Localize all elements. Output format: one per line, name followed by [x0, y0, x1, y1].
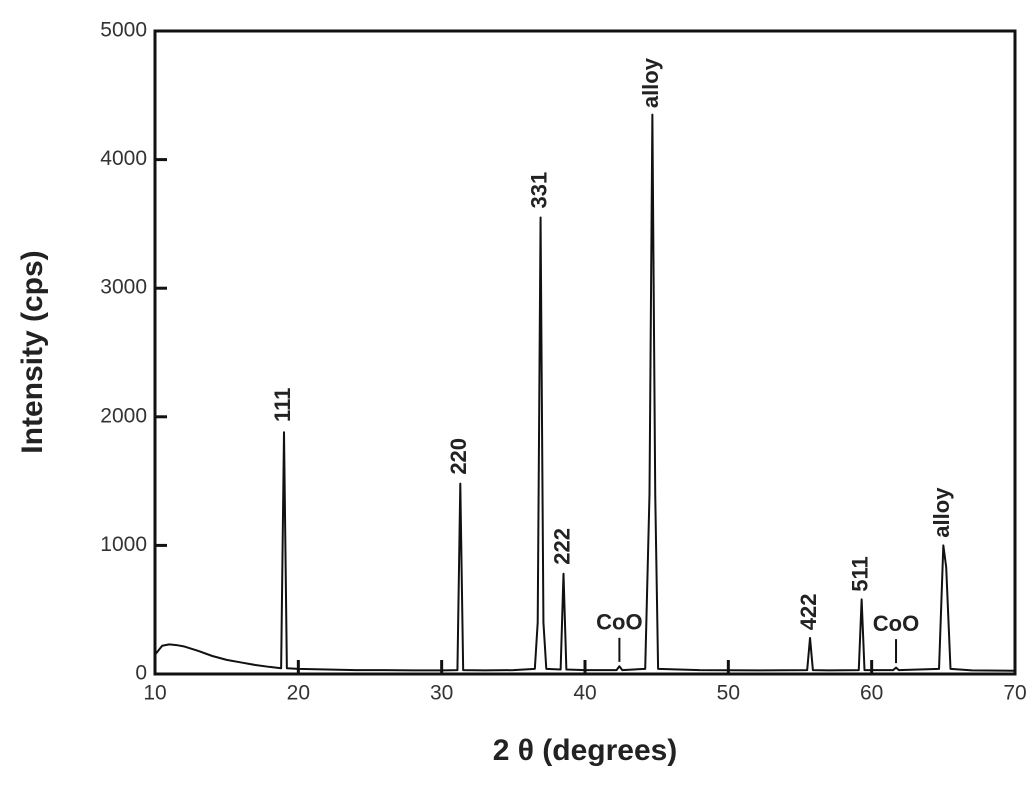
y-tick-label: 4000: [100, 147, 147, 170]
peak-label: 220: [446, 438, 471, 475]
x-tick-label: 30: [430, 682, 453, 705]
peak-label: CoO: [873, 611, 919, 636]
peak-label: alloy: [929, 487, 954, 538]
y-tick-label: 1000: [100, 533, 147, 556]
x-tick-label: 70: [1003, 682, 1026, 705]
y-tick-label: 5000: [100, 19, 147, 42]
peak-label: 222: [549, 528, 574, 565]
x-axis-title: 2 θ (degrees): [493, 734, 678, 767]
peak-label: 422: [796, 594, 821, 631]
x-tick-label: 50: [717, 682, 740, 705]
peak-label: CoO: [596, 610, 642, 635]
x-tick-label: 60: [860, 682, 883, 705]
x-tick-label: 20: [287, 682, 310, 705]
peak-label: 111: [270, 388, 295, 422]
x-tick-label: 10: [143, 682, 166, 705]
peak-label: alloy: [638, 57, 663, 108]
y-tick-label: 3000: [100, 276, 147, 299]
y-tick-label: 0: [135, 662, 147, 685]
y-tick-label: 2000: [100, 404, 147, 427]
x-tick-label: 40: [573, 682, 596, 705]
y-axis-title: Intensity (cps): [16, 250, 49, 453]
data-line: [154, 113, 1016, 672]
plot-frame: [153, 29, 1017, 676]
peak-label: 331: [526, 172, 551, 209]
peak-label: 511: [847, 556, 872, 592]
